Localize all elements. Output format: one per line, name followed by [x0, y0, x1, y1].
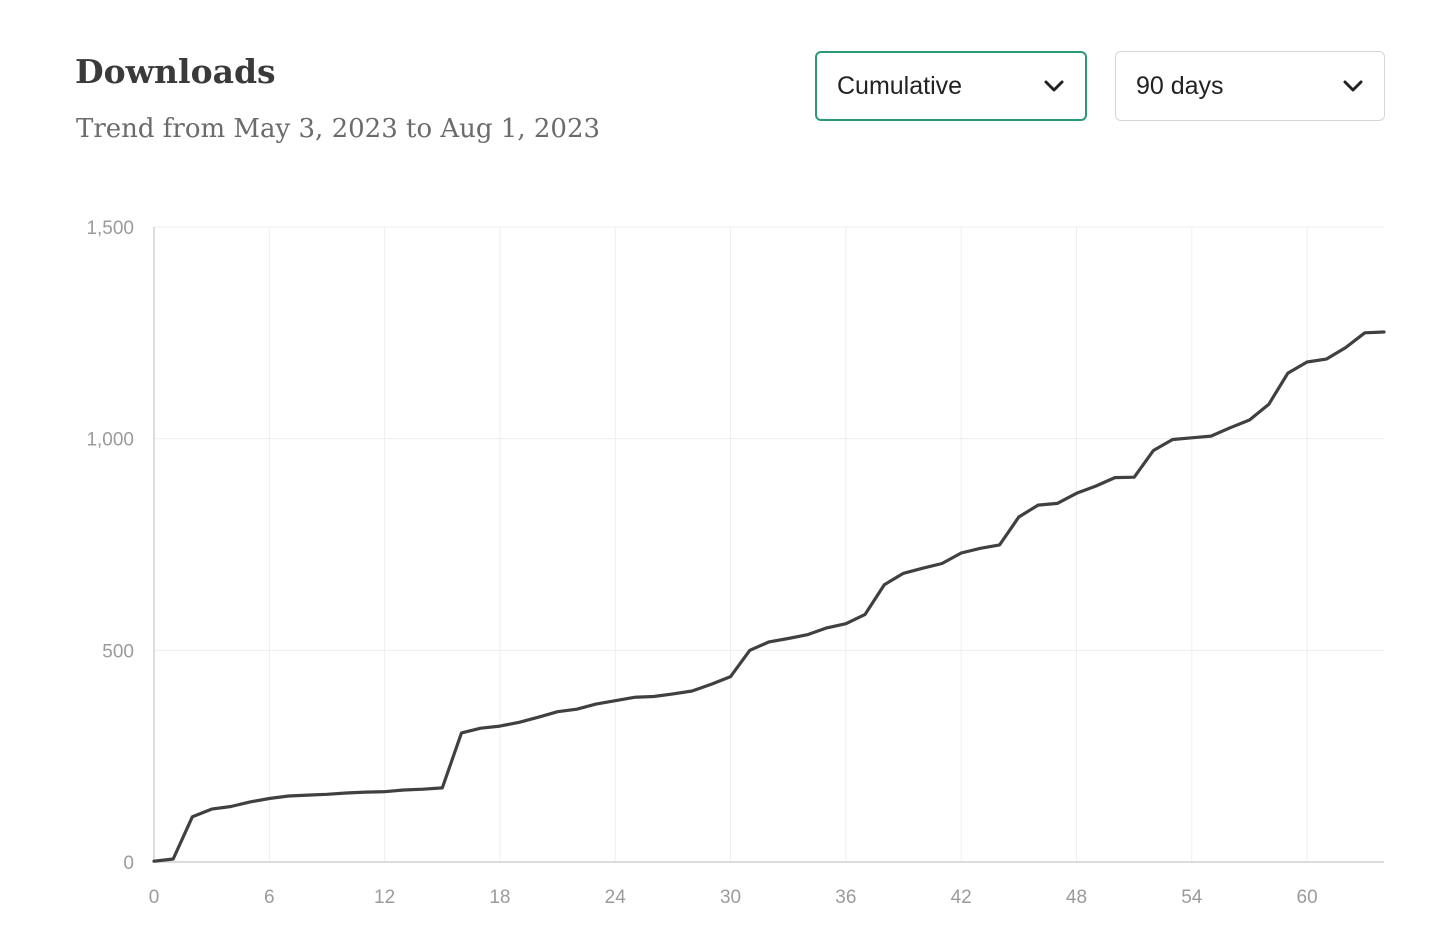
y-tick-label: 0 — [123, 853, 134, 874]
mode-select-value: Cumulative — [837, 71, 963, 100]
x-tick-label: 18 — [489, 887, 510, 908]
y-tick-label: 500 — [102, 641, 134, 662]
y-tick-label: 1,500 — [86, 218, 134, 239]
y-tick-label: 1,000 — [86, 430, 134, 451]
x-tick-label: 48 — [1066, 887, 1087, 908]
x-tick-label: 12 — [374, 887, 395, 908]
chevron-down-icon — [1044, 80, 1064, 92]
x-tick-label: 60 — [1297, 887, 1318, 908]
downloads-series-line — [152, 330, 1386, 863]
x-tick-label: 42 — [951, 887, 972, 908]
x-tick-label: 30 — [720, 887, 741, 908]
chevron-down-icon — [1343, 80, 1363, 92]
x-tick-label: 0 — [149, 887, 160, 908]
x-tick-label: 54 — [1181, 887, 1203, 908]
range-select[interactable]: 90 days — [1115, 51, 1385, 121]
x-tick-label: 24 — [605, 887, 627, 908]
page-title: Downloads — [75, 52, 276, 91]
x-tick-label: 36 — [835, 887, 856, 908]
range-select-value: 90 days — [1136, 71, 1224, 100]
page-subtitle: Trend from May 3, 2023 to Aug 1, 2023 — [76, 114, 601, 144]
mode-select[interactable]: Cumulative — [815, 51, 1087, 121]
x-tick-label: 6 — [264, 887, 275, 908]
